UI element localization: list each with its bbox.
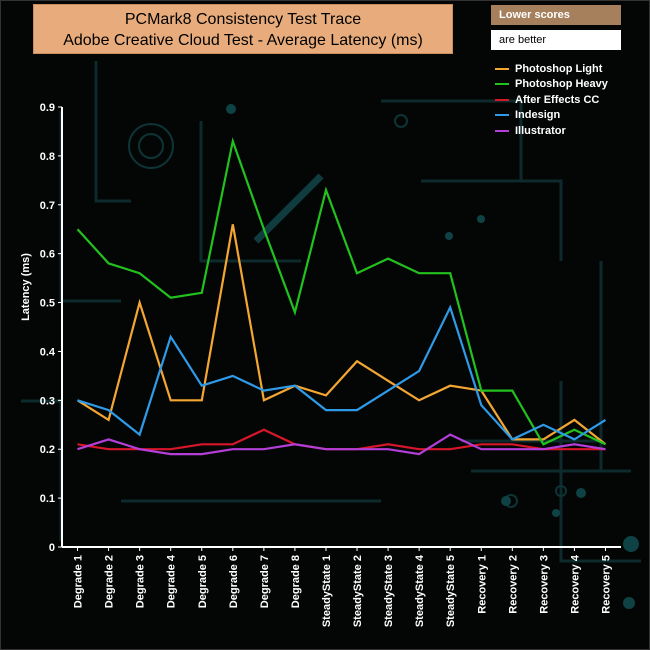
x-tick-label: Degrade 6 bbox=[228, 555, 240, 608]
chart-legend: Photoshop Light Photoshop Heavy After Effe… bbox=[495, 61, 608, 139]
y-tick-label: 0.3 bbox=[40, 395, 55, 407]
x-tick-label: Recovery 2 bbox=[507, 555, 519, 614]
x-tick-label: Degrade 1 bbox=[73, 555, 85, 608]
y-tick-label: 0.8 bbox=[40, 151, 55, 163]
legend-item: Photoshop Light bbox=[495, 61, 608, 76]
series-line-photoshop-heavy bbox=[76, 137, 606, 446]
legend-swatch bbox=[495, 129, 509, 132]
series-line-indesign bbox=[77, 304, 607, 441]
chart-subtitle: Adobe Creative Cloud Test - Average Late… bbox=[63, 32, 423, 49]
x-tick-label: Recovery 5 bbox=[600, 555, 612, 614]
x-tick-label: Degrade 3 bbox=[135, 555, 147, 608]
note-are-better: are better bbox=[491, 30, 621, 50]
legend-label: Photoshop Heavy bbox=[515, 78, 608, 90]
legend-swatch bbox=[495, 98, 509, 101]
legend-label: Photoshop Light bbox=[515, 62, 603, 75]
x-tick-label: Degrade 5 bbox=[197, 555, 209, 608]
series-line-photoshop-light bbox=[76, 224, 607, 446]
x-tick-label: Recovery 4 bbox=[569, 554, 581, 614]
legend-swatch bbox=[495, 67, 509, 70]
x-tick-label: Degrade 2 bbox=[104, 555, 116, 608]
legend-item: Photoshop Heavy bbox=[495, 77, 608, 92]
x-tick-label: SteadyState 1 bbox=[321, 555, 333, 627]
y-tick-label: 0.6 bbox=[40, 249, 55, 261]
series-line-illustrator bbox=[77, 433, 606, 456]
legend-item: Illustrator bbox=[495, 123, 608, 138]
x-tick-label: Degrade 8 bbox=[290, 555, 302, 608]
x-tick-label: SteadyState 2 bbox=[352, 555, 364, 627]
x-tick-label: Recovery 1 bbox=[476, 555, 488, 614]
y-tick-label: 0 bbox=[49, 542, 55, 554]
chart-title: PCMark8 Consistency Test Trace bbox=[124, 11, 362, 28]
legend-label: Indesign bbox=[515, 109, 561, 121]
chart-title-box: PCMark8 Consistency Test Trace Adobe Cre… bbox=[33, 4, 453, 54]
legend-label: After Effects CC bbox=[515, 93, 600, 106]
legend-swatch bbox=[495, 114, 509, 116]
y-tick-label: 0.5 bbox=[40, 298, 55, 310]
y-axis-label: Latency (ms) bbox=[20, 253, 32, 321]
x-tick-label: Degrade 4 bbox=[166, 554, 178, 608]
y-tick-label: 0.4 bbox=[40, 346, 56, 358]
y-tick-label: 0.9 bbox=[40, 102, 55, 114]
legend-label: Illustrator bbox=[515, 124, 566, 137]
y-tick-label: 0.7 bbox=[40, 200, 55, 212]
legend-item: Indesign bbox=[495, 108, 608, 123]
legend-swatch bbox=[495, 83, 509, 85]
note-lower-scores: Lower scores bbox=[491, 5, 621, 25]
y-tick-label: 0.1 bbox=[40, 493, 55, 505]
y-tick-label: 0.2 bbox=[40, 444, 55, 456]
x-tick-label: Degrade 7 bbox=[259, 555, 271, 608]
x-tick-label: SteadyState 4 bbox=[414, 554, 426, 627]
x-tick-label: SteadyState 5 bbox=[445, 555, 457, 627]
legend-item: After Effects CC bbox=[495, 92, 608, 107]
x-tick-label: SteadyState 3 bbox=[383, 555, 395, 627]
x-tick-label: Recovery 3 bbox=[538, 555, 550, 614]
